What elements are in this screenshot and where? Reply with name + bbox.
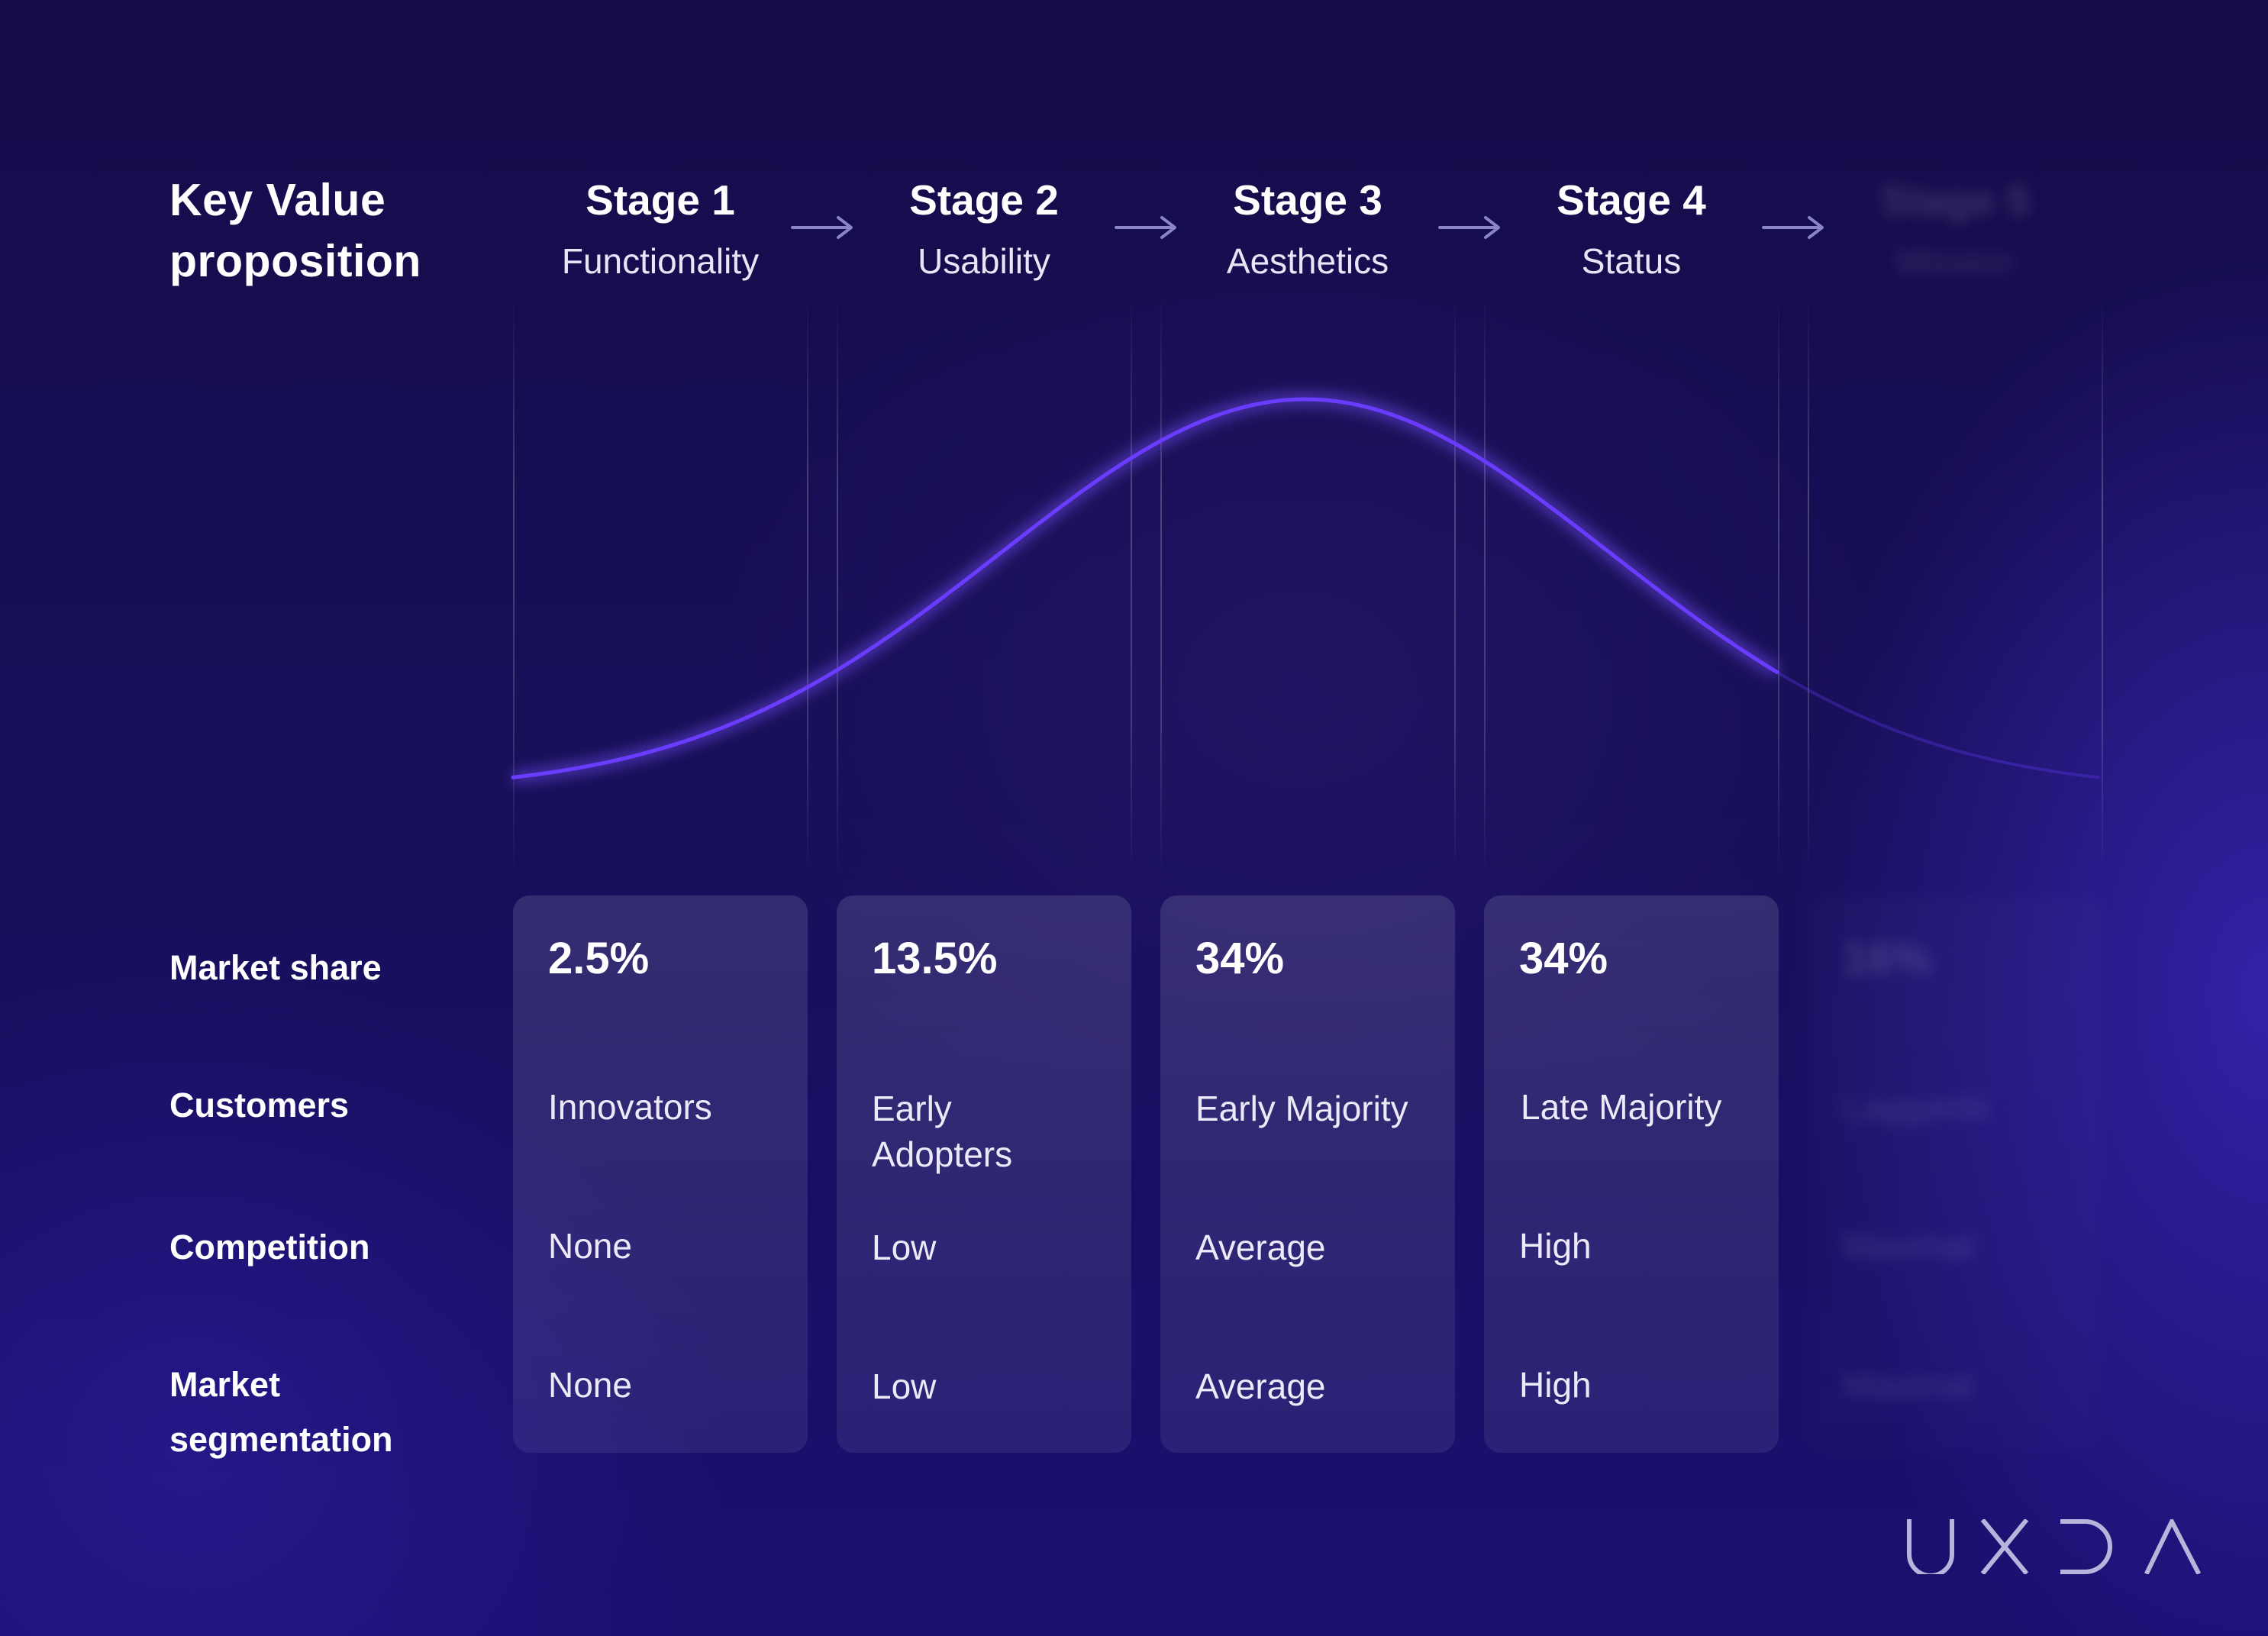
stage-2-market-share: 13.5% [872,934,998,983]
stage-2-customers: Early Adopters [872,1089,1013,1174]
stage-3-card [1160,895,1455,1453]
stage-2-card [837,895,1131,1453]
stage-divider-line [1808,294,1809,874]
arrow-right-icon [791,216,853,239]
row-label-competition: Competition [169,1228,370,1267]
stage-4-card [1484,895,1779,1453]
stage-5-competition: Maximal [1843,1226,1974,1266]
stage-3-market-share: 34% [1195,934,1285,983]
stage-divider-line [1484,294,1486,874]
stage-5-theme: Mission [1895,241,2015,281]
stage-2-name: Stage 2 [909,176,1059,224]
stage-2-header: Stage 2 Usability [837,176,1131,282]
arrow-right-icon [1762,216,1824,239]
curve-main-segment [511,397,1779,779]
page-title: Key Value proposition [169,169,421,292]
stage-3-name: Stage 3 [1233,176,1382,224]
row-label-segmentation-line-1: Market [169,1365,281,1404]
stage-1-segmentation: None [548,1365,632,1405]
stage-1-customers: Innovators [548,1087,712,1127]
uxda-logo [1907,1519,2202,1574]
stage-4-theme: Status [1581,241,1682,281]
stage-5-segmentation: Maximal [1843,1365,1974,1405]
title-line-1: Key Value [169,175,386,225]
row-label-customers: Customers [169,1086,350,1125]
stage-4-competition: High [1519,1226,1592,1266]
stage-divider-line [513,294,515,874]
arrow-right-icon [1115,216,1176,239]
stage-divider-line [1131,294,1132,874]
stage-4-name: Stage 4 [1557,176,1706,224]
stage-4-customers: Late Majority [1521,1087,1722,1127]
row-label-segmentation-line-2: segmentation [169,1420,393,1459]
stage-3-segmentation: Average [1195,1367,1326,1406]
stage-3-competition: Average [1195,1228,1326,1267]
stage-5-card [1808,895,2102,1453]
stage-4-segmentation: High [1519,1365,1592,1405]
stage-1-header: Stage 1 Functionality [513,176,808,282]
stage-2-segmentation: Low [872,1367,937,1406]
row-label-market-share: Market share [169,948,382,987]
stage-divider-line [807,294,808,874]
stage-5-market-share: 16% [1843,934,1932,983]
arrow-right-icon [1438,216,1500,239]
stage-divider-line [1778,294,1779,874]
stage-1-competition: None [548,1226,632,1266]
stage-5-customers: Laggards [1843,1087,1989,1127]
stage-3-theme: Aesthetics [1226,241,1389,281]
stage-1-card [513,895,808,1453]
stage-3-header: Stage 3 Aesthetics [1160,176,1455,282]
stage-divider-line [2102,294,2103,874]
stage-5-name: Stage 5 [1880,176,2030,224]
stage-2-theme: Usability [918,241,1050,281]
stage-1-name: Stage 1 [586,176,735,224]
curve-faded-tail [1776,671,2100,779]
stage-1-theme: Functionality [561,241,760,281]
stage-divider-line [1454,294,1456,874]
stage-2-competition: Low [872,1228,937,1267]
stage-divider-line [1160,294,1162,874]
title-line-2: proposition [169,236,421,286]
stage-4-market-share: 34% [1519,934,1608,983]
stage-5-header: Stage 5 Mission [1808,176,2102,282]
stage-1-market-share: 2.5% [548,934,650,983]
stage-4-header: Stage 4 Status [1484,176,1779,282]
stage-3-customers: Early Majority [1195,1089,1408,1128]
row-label-market-segmentation: Market segmentation [169,1357,393,1467]
curve-glow [512,392,1781,784]
stage-divider-line [837,294,838,874]
